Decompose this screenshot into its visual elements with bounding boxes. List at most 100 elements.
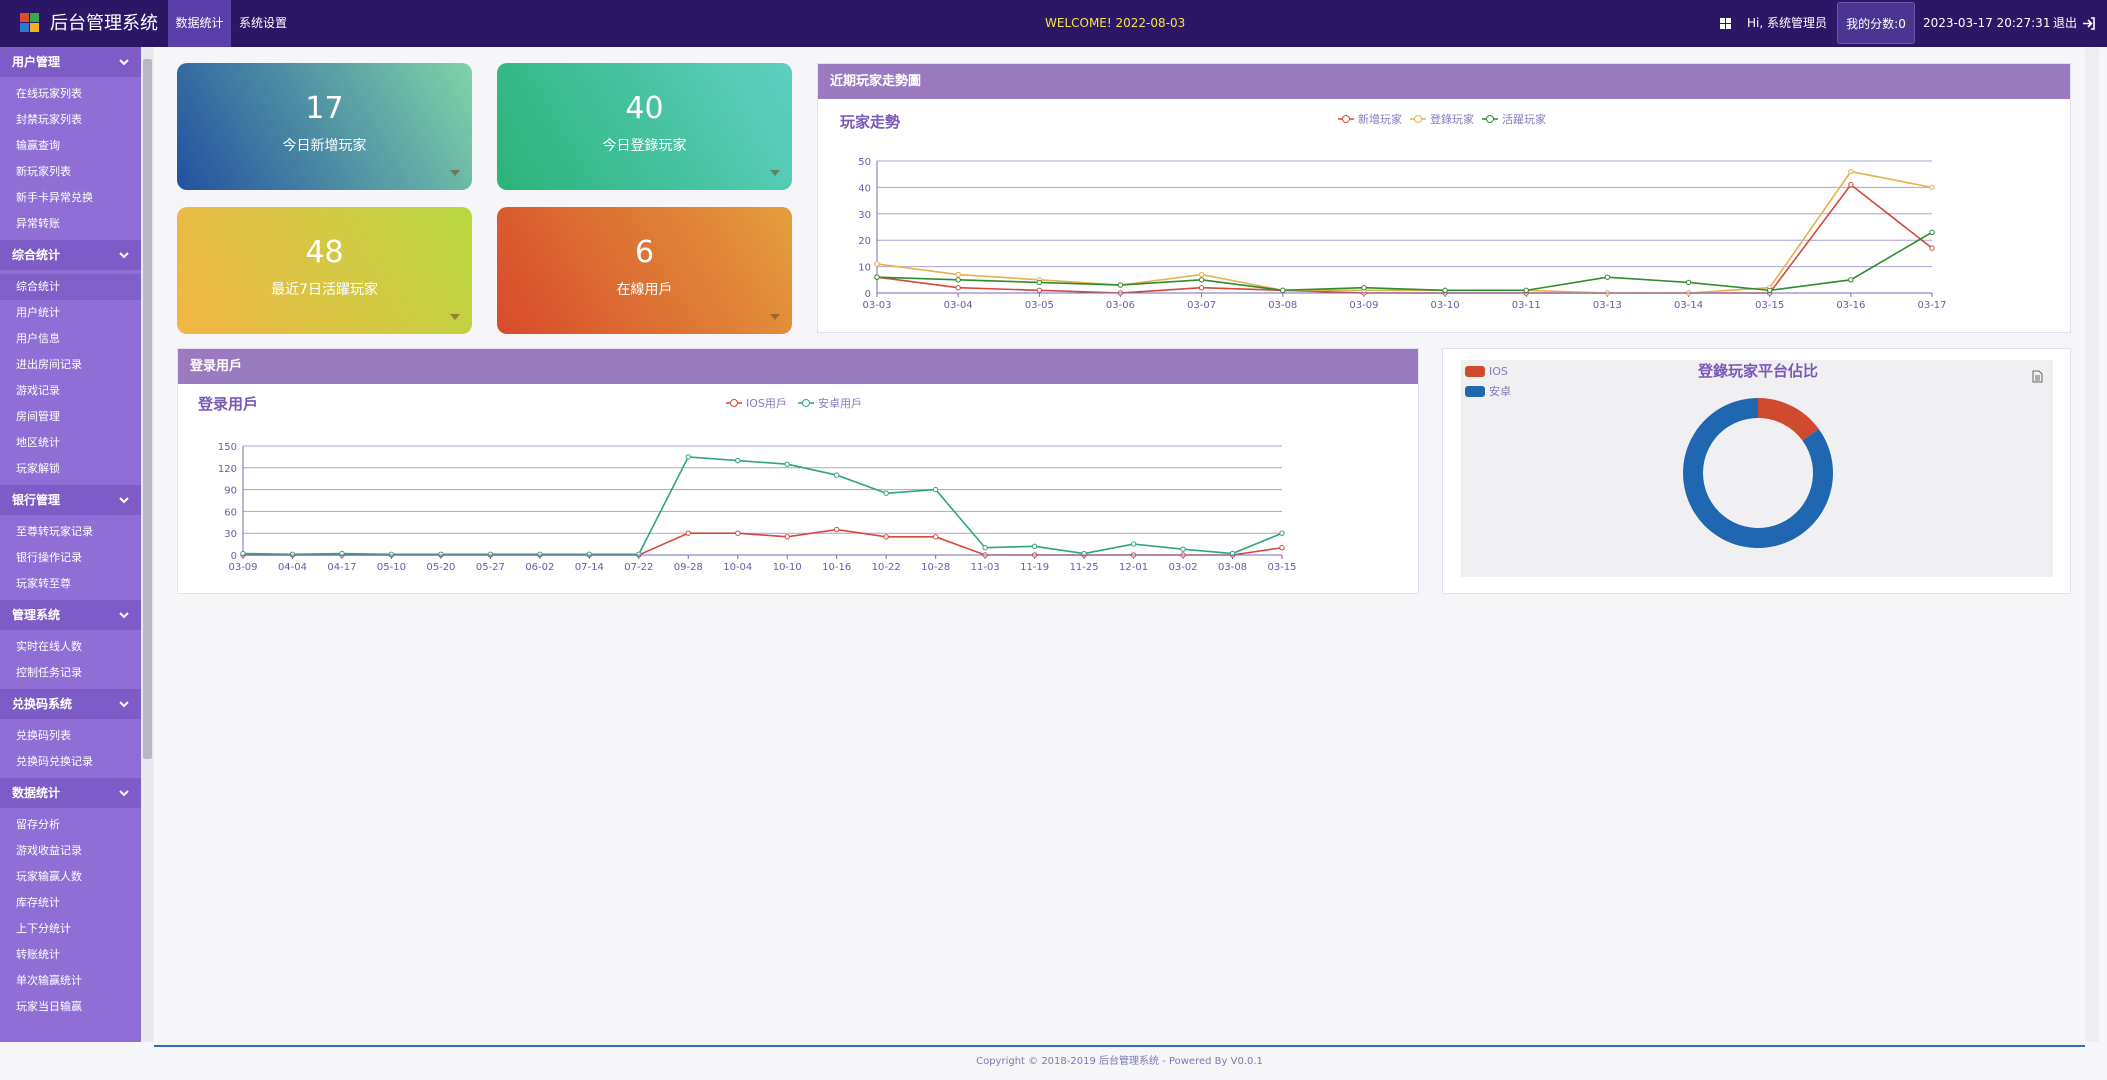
data-point <box>955 271 961 278</box>
y-tick-label: 30 <box>858 210 871 221</box>
menu-item[interactable]: 玩家转至尊 <box>16 577 71 590</box>
stat-card[interactable]: 48 最近7日活躍玩家 <box>177 207 472 334</box>
card-arrow <box>770 170 780 176</box>
series-line <box>876 183 1933 294</box>
legend-marker <box>730 399 738 407</box>
x-tick-label: 05-20 <box>426 562 455 573</box>
data-point <box>955 277 961 283</box>
stat-card[interactable]: 17 今日新增玩家 <box>177 63 472 190</box>
top-bar: 后台管理系统 数据统计 系统设置 WELCOME! 2022-08-03 Hi,… <box>0 0 2107 47</box>
menu-section[interactable]: 管理系统 <box>0 600 141 630</box>
x-tick-label: 06-02 <box>525 562 554 573</box>
x-tick-label: 03-09 <box>228 562 257 573</box>
menu-item[interactable]: 银行操作记录 <box>16 551 82 564</box>
stat-card[interactable]: 40 今日登錄玩家 <box>497 63 792 190</box>
menu-item[interactable]: 单次输赢统计 <box>16 974 82 987</box>
data-point <box>1848 277 1854 283</box>
menu-item[interactable]: 综合统计 <box>0 274 141 300</box>
menu-item[interactable]: 控制任务记录 <box>16 666 82 679</box>
data-point <box>883 490 889 496</box>
footer: Copyright © 2018-2019 后台管理系统 - Powered B… <box>976 1056 1263 1067</box>
menu-item[interactable]: 玩家输赢人数 <box>16 870 82 883</box>
card-arrow <box>450 314 460 320</box>
menu-item[interactable]: 转账统计 <box>16 948 60 961</box>
data-point <box>883 534 889 540</box>
menu-item[interactable]: 用户统计 <box>16 306 60 319</box>
menu-item[interactable]: 留存分析 <box>16 818 60 831</box>
legend-label[interactable]: 安卓 <box>1489 384 1511 398</box>
x-tick-label: 03-10 <box>1431 300 1460 311</box>
legend-label[interactable]: 安卓用戶 <box>818 396 862 410</box>
y-tick-label: 10 <box>858 263 871 274</box>
data-point <box>1848 168 1854 175</box>
chart-title: 登录用戶 <box>197 395 258 413</box>
data-point <box>735 457 741 464</box>
x-tick-label: 11-25 <box>1070 562 1099 573</box>
menu-item[interactable]: 兑换码列表 <box>16 729 71 742</box>
menu-item[interactable]: 至尊转玩家记录 <box>16 525 93 538</box>
x-tick-label: 03-11 <box>1512 300 1541 311</box>
menu-item[interactable]: 库存统计 <box>16 896 60 909</box>
main-scrollbar <box>2085 47 2099 1042</box>
menu-list: 兑换码列表兑换码兑换记录 <box>0 719 141 778</box>
menu-item[interactable]: 上下分统计 <box>16 922 71 935</box>
menu-item[interactable]: 玩家当日输赢 <box>16 1000 82 1013</box>
data-point <box>1180 546 1186 552</box>
score-button[interactable]: 我的分数:0 <box>1837 2 1915 44</box>
data-point <box>1117 282 1124 288</box>
menu-item[interactable]: 房间管理 <box>16 410 60 423</box>
stat-card[interactable]: 6 在線用戶 <box>497 207 792 334</box>
menu-item[interactable]: 实时在线人数 <box>16 640 82 653</box>
stat-label: 在線用戶 <box>616 282 673 298</box>
legend-label[interactable]: IOS用戶 <box>746 397 787 410</box>
data-point <box>1198 271 1205 278</box>
menu-item[interactable]: 输赢查询 <box>16 139 60 152</box>
menu-section[interactable]: 兑换码系统 <box>0 689 141 719</box>
y-tick-label: 50 <box>858 157 871 168</box>
data-point <box>388 551 395 557</box>
menu-item[interactable]: 在线玩家列表 <box>16 87 82 100</box>
x-tick-label: 03-13 <box>1593 300 1622 311</box>
data-point <box>1036 279 1043 286</box>
nav-tab[interactable]: 系统设置 <box>239 16 288 30</box>
menu-item[interactable]: 新手卡异常兑换 <box>16 191 93 204</box>
donut-chart: 登錄玩家平台佔比 IOS 安卓 <box>1465 362 1833 548</box>
menu-section[interactable]: 用户管理 <box>0 47 141 77</box>
menu-item[interactable]: 游戏记录 <box>16 384 60 397</box>
menu-item[interactable]: 异常转账 <box>16 217 60 230</box>
sidebar: 用户管理在线玩家列表 封禁玩家列表 输赢查询新玩家列表新手卡异常兑换 异常转账综合统计… <box>0 47 141 1042</box>
nav-tab[interactable]: 数据统计 <box>168 0 231 47</box>
pie-slice[interactable] <box>1758 398 1819 441</box>
legend-marker <box>1342 115 1350 123</box>
stat-label: 今日新增玩家 <box>282 138 367 154</box>
menu-section[interactable]: 综合统计 <box>0 240 141 270</box>
menu-item[interactable]: 进出房间记录 <box>16 358 82 371</box>
data-point <box>685 530 691 536</box>
data-point <box>784 534 790 540</box>
save-icon[interactable] <box>2032 370 2043 383</box>
legend-label[interactable]: 活躍玩家 <box>1502 112 1546 126</box>
stat-value: 48 <box>305 235 344 270</box>
menu-item[interactable]: 封禁玩家列表 <box>16 113 82 126</box>
series-line <box>876 170 1933 294</box>
menu-item[interactable]: 新玩家列表 <box>16 165 71 178</box>
menu-item[interactable]: 兑换码兑换记录 <box>16 755 93 768</box>
menu-section[interactable]: 银行管理 <box>0 485 141 515</box>
menu-item[interactable]: 游戏收益记录 <box>16 844 82 857</box>
apps-icon[interactable] <box>1720 18 1731 29</box>
data-point <box>537 551 543 557</box>
menu-section[interactable]: 数据统计 <box>0 778 141 808</box>
legend-label[interactable]: 登錄玩家 <box>1430 112 1474 126</box>
logout[interactable]: 退出 <box>2053 16 2078 30</box>
chevron-path <box>119 612 129 619</box>
data-point <box>1523 287 1529 294</box>
logout-icon[interactable] <box>2082 17 2095 30</box>
y-tick-label: 40 <box>858 183 871 194</box>
x-tick-label: 03-08 <box>1268 300 1297 311</box>
menu-item[interactable]: 用户信息 <box>16 332 60 345</box>
data-point <box>1929 229 1935 235</box>
menu-item[interactable]: 地区统计 <box>16 436 60 449</box>
legend-label[interactable]: 新增玩家 <box>1358 112 1402 126</box>
legend-label[interactable]: IOS <box>1489 365 1508 378</box>
menu-item[interactable]: 玩家解锁 <box>16 462 60 475</box>
